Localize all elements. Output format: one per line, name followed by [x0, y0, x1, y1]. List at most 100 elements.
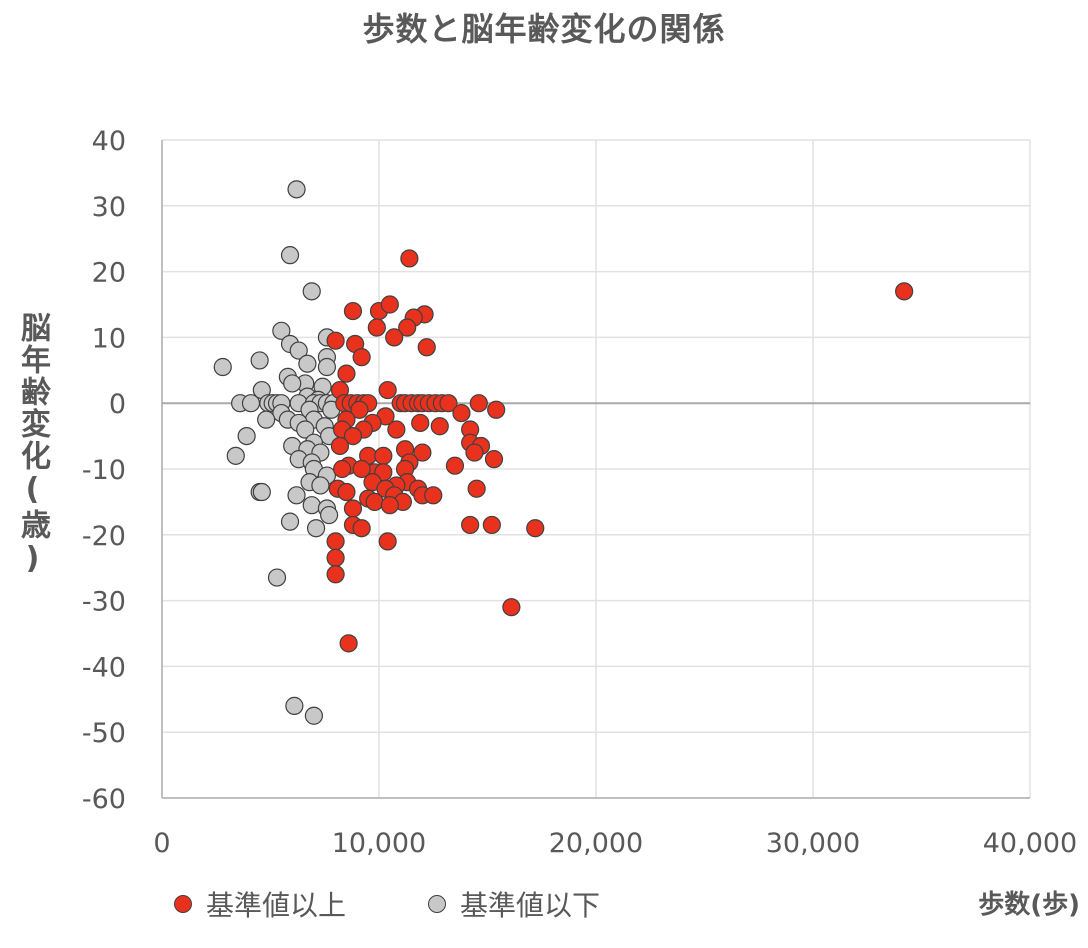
data-point-above	[326, 548, 345, 567]
y-tick-label: -60	[82, 784, 126, 815]
data-point-above	[424, 486, 443, 505]
data-point-above	[378, 532, 397, 551]
data-point-above	[350, 400, 369, 419]
data-point-above	[452, 403, 471, 423]
y-axis-label: 脳年齢変化(歳)	[15, 312, 50, 578]
data-point-above	[352, 348, 371, 367]
y-tick-label: 40	[92, 126, 126, 157]
y-tick-label: 10	[92, 323, 126, 354]
data-point-above	[465, 443, 484, 462]
y-tick-label: -10	[82, 455, 126, 486]
data-point-above	[484, 450, 504, 469]
data-points	[213, 180, 914, 725]
y-tick-label: 0	[109, 389, 126, 420]
tick-labels: 0 10,000 20,000 30,000 40,000 40 30 20 10 0 -10 -20…	[82, 126, 1077, 859]
data-point-below	[311, 476, 330, 495]
legend-label-below: 基準値以下	[460, 889, 601, 922]
data-point-above	[343, 427, 363, 446]
x-tick-label: 10,000	[332, 828, 426, 859]
data-point-below	[287, 180, 306, 199]
data-point-above	[467, 479, 486, 498]
data-point-below	[267, 568, 287, 587]
y-tick-label: -50	[82, 718, 126, 749]
x-tick-label: 30,000	[766, 828, 860, 859]
legend-label-above: 基準値以上	[206, 889, 347, 922]
data-point-above	[461, 515, 480, 535]
data-point-below	[241, 394, 261, 413]
data-point-above	[352, 519, 371, 538]
legend-marker-red-circle	[174, 895, 192, 913]
data-point-below	[252, 482, 271, 502]
data-point-above	[339, 634, 358, 653]
data-point-above	[337, 482, 356, 502]
data-point-above	[326, 565, 345, 584]
data-point-above	[411, 413, 430, 433]
data-point-above	[378, 380, 397, 400]
data-point-below	[237, 427, 256, 446]
data-point-below	[304, 706, 323, 725]
data-point-above	[487, 400, 506, 419]
data-point-below	[317, 357, 337, 377]
data-point-above	[502, 598, 521, 617]
data-point-below	[280, 512, 300, 531]
data-point-below	[226, 446, 245, 465]
data-point-below	[319, 505, 339, 525]
data-point-below	[302, 282, 321, 301]
data-point-above	[326, 532, 345, 551]
y-tick-label: -40	[82, 652, 126, 683]
data-point-above	[398, 318, 417, 337]
data-point-above	[387, 420, 406, 439]
legend-item-above: 基準値以上	[174, 884, 346, 924]
data-point-above	[469, 394, 488, 413]
data-point-below	[289, 341, 308, 360]
data-point-above	[333, 459, 352, 479]
data-point-below	[257, 410, 276, 429]
series-above-points	[326, 249, 914, 653]
data-point-below	[283, 374, 302, 393]
data-point-below	[298, 354, 317, 373]
y-tick-label: 20	[92, 258, 126, 289]
data-point-above	[417, 338, 436, 357]
data-point-above	[343, 499, 363, 518]
legend-marker-gray-circle	[428, 895, 446, 913]
data-point-below	[306, 519, 326, 538]
data-point-below	[302, 496, 321, 515]
data-point-above	[365, 492, 384, 511]
data-point-above	[380, 496, 399, 515]
chart-title: 歩数と脳年齢変化の関係	[362, 10, 726, 48]
data-point-above	[374, 446, 393, 465]
legend-item-below: 基準値以下	[428, 884, 600, 924]
series-below-points	[213, 180, 343, 725]
data-point-above	[367, 318, 386, 337]
data-point-below	[285, 696, 304, 715]
y-tick-label: -20	[82, 521, 126, 552]
x-tick-label: 40,000	[983, 828, 1077, 859]
data-point-above	[380, 295, 399, 314]
data-point-above	[895, 282, 914, 301]
x-axis-label: 歩数(歩)	[978, 890, 1080, 920]
data-point-above	[430, 417, 449, 436]
data-point-above	[326, 331, 345, 350]
y-tick-label: -30	[82, 587, 126, 618]
data-point-above	[526, 519, 545, 538]
data-point-above	[330, 436, 350, 456]
x-tick-label: 20,000	[549, 828, 643, 859]
y-tick-label: 30	[92, 192, 126, 223]
data-point-above	[482, 515, 501, 535]
data-point-below	[272, 321, 291, 340]
data-point-above	[337, 364, 356, 383]
data-point-above	[400, 249, 419, 268]
data-point-above	[352, 459, 371, 479]
data-point-below	[280, 246, 300, 265]
data-point-above	[413, 443, 432, 462]
data-point-below	[250, 351, 269, 370]
data-point-above	[343, 301, 363, 321]
data-point-below	[213, 357, 232, 377]
x-tick-label: 0	[153, 828, 170, 859]
data-point-above	[385, 328, 404, 347]
data-point-above	[445, 456, 465, 475]
data-point-below	[296, 420, 315, 439]
data-point-below	[287, 486, 306, 505]
data-point-above	[439, 394, 458, 413]
